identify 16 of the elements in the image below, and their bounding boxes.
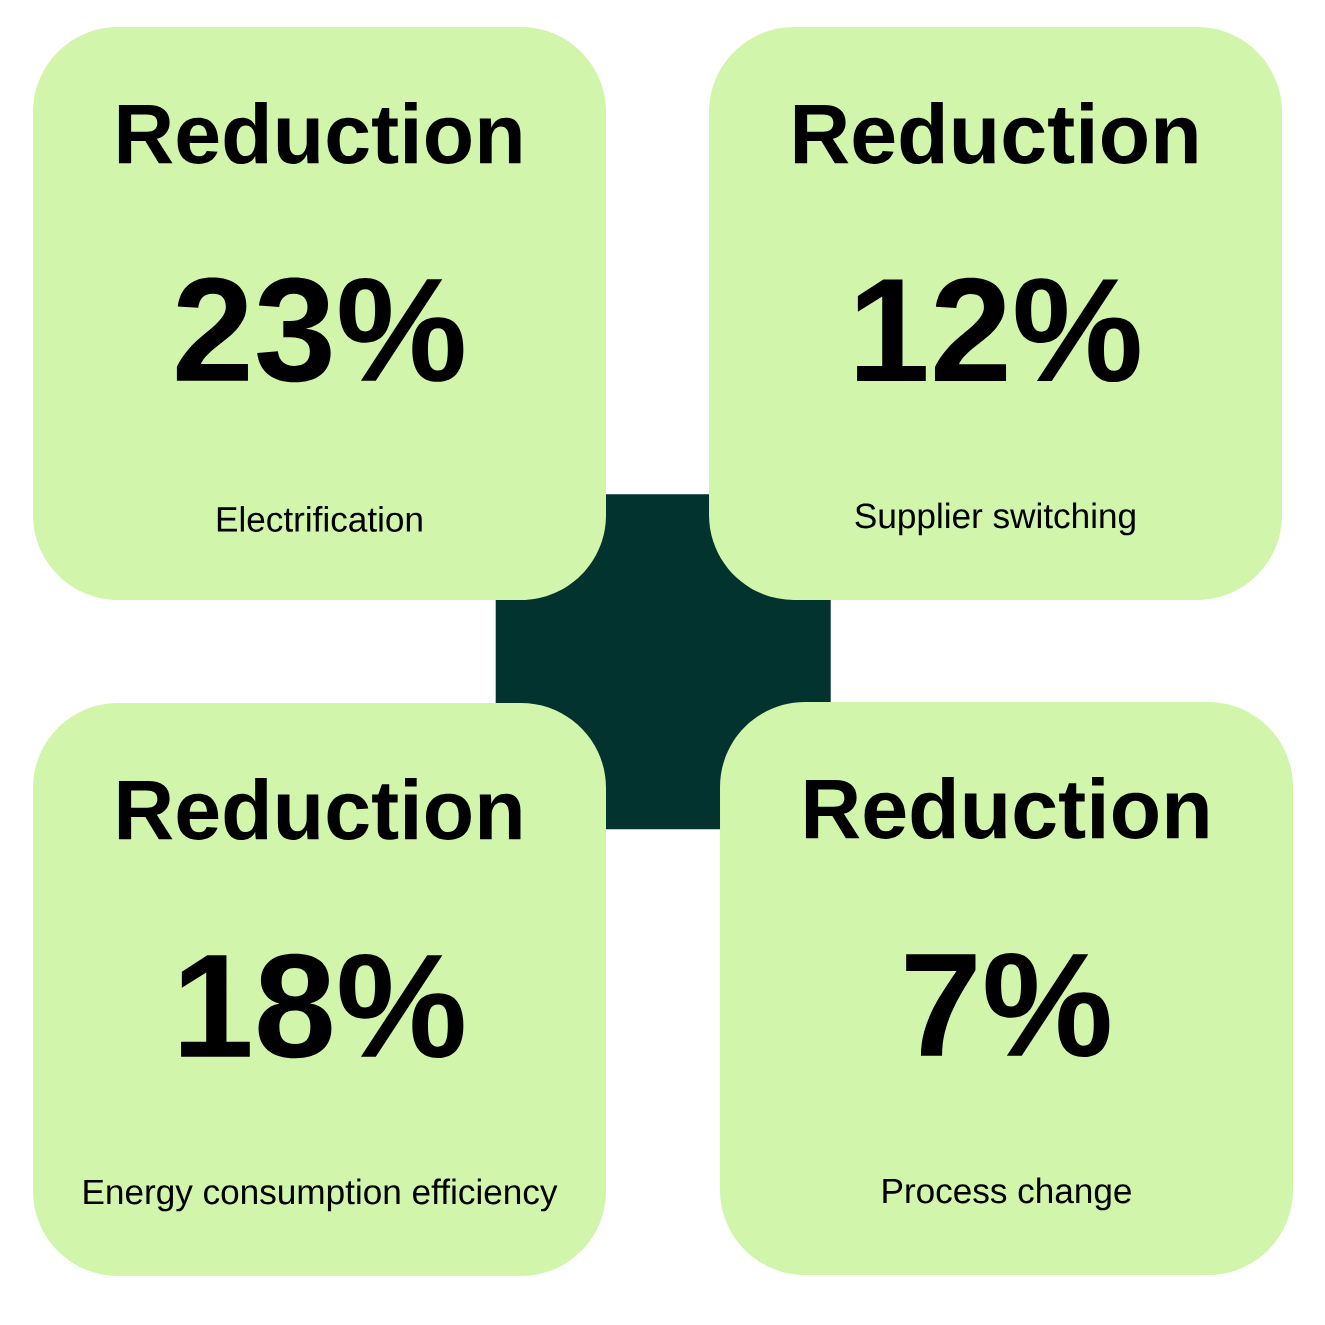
text: Reduction: [805, 777, 1208, 839]
text: %: [339, 954, 464, 1058]
text: Reduction: [794, 102, 1197, 164]
category-label: Supplier switching: [855, 502, 1135, 536]
data-label: 12: [857, 277, 1007, 381]
text: %: [1015, 278, 1140, 383]
text: Reduction: [118, 102, 521, 164]
text: %: [985, 953, 1110, 1057]
category-label: Electrification: [217, 506, 422, 532]
text: %: [339, 278, 464, 382]
data-label: 7: [906, 954, 976, 1056]
data-label: 23: [176, 277, 331, 383]
text: Reduction: [118, 778, 521, 840]
category-label: Energy consumption efficiency: [84, 1178, 558, 1212]
category-label: Process change: [883, 1177, 1131, 1211]
data-label: 18: [181, 953, 332, 1059]
